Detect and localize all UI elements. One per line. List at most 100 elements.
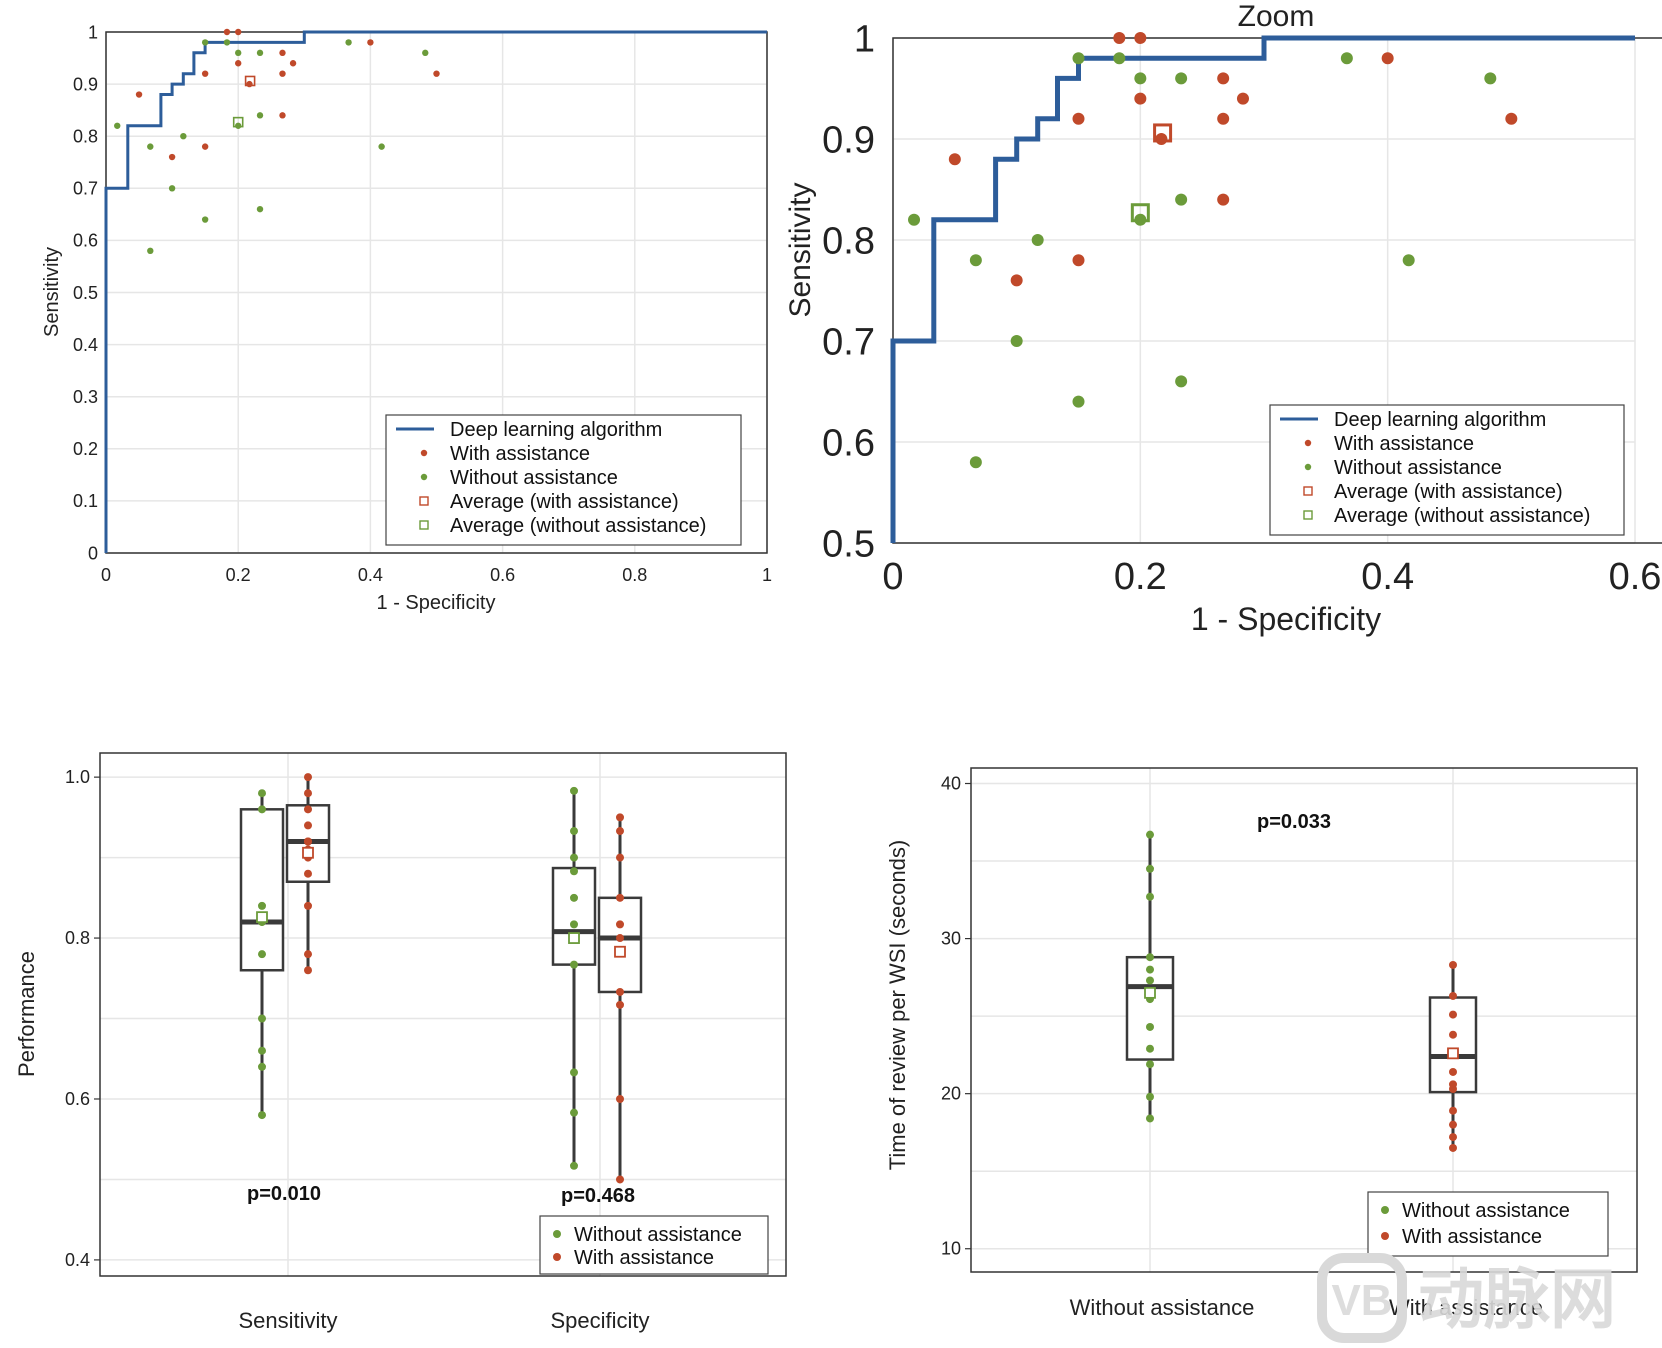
p2-without-point: [1072, 395, 1085, 408]
p1-without-point: [422, 49, 429, 57]
p3-with-point: [304, 950, 312, 959]
p2-ytick: 0.5: [822, 523, 875, 565]
p1-legend-label: Without assistance: [450, 467, 618, 489]
p1-without-point: [345, 39, 352, 46]
p1-legend-label: With assistance: [450, 443, 590, 465]
p1-with-point: [235, 28, 242, 36]
roc-full-ylabel: Sensitivity: [41, 247, 63, 337]
p1-ytick: 0.2: [73, 439, 98, 459]
p4-with-point: [1449, 1030, 1457, 1039]
p2-with-point: [1113, 32, 1126, 44]
p3-xtick: Sensitivity: [238, 1308, 337, 1333]
p2-legend-label: Deep learning algorithm: [1334, 409, 1546, 431]
p1-with-point: [168, 153, 176, 161]
p1-with-point: [235, 60, 242, 67]
p2-with-point: [1072, 112, 1085, 125]
p2-legend-box: [1269, 404, 1625, 536]
p2-ytick: 0.6: [822, 422, 875, 464]
p2-with-point: [948, 153, 961, 166]
p3-legend-box: [539, 1215, 769, 1275]
p3-with-point: [304, 789, 312, 798]
p2-xtick: 0.4: [1361, 556, 1414, 598]
watermark-logo-mark: VB: [1331, 1276, 1392, 1325]
p1-xtick: 1: [762, 565, 772, 585]
p4-xtick: With assistance: [1389, 1295, 1543, 1320]
p2-without-point: [1402, 254, 1415, 267]
p4-legend-box: [1367, 1191, 1609, 1257]
p1-without-point: [147, 143, 154, 150]
p2-without-point: [1175, 193, 1188, 206]
p1-ytick: 1: [88, 22, 98, 42]
p1-with-point: [135, 91, 143, 98]
p1-without-point: [147, 247, 154, 255]
p4-with-point: [1449, 1133, 1457, 1142]
p1-with-point: [367, 39, 374, 46]
roc-zoom-panel: 0 0.2 0.4 0.6 0.5 0.6 0.7 0.8 0.9 1 Zoom 1 - Spec…: [784, 0, 1662, 637]
p1-xtick: 0: [101, 565, 111, 585]
p4-without-point: [1146, 892, 1154, 901]
p1-without-point: [235, 49, 242, 57]
performance-ylabel: Performance: [14, 951, 39, 1077]
p2-with-point: [1236, 92, 1249, 105]
p2-with-point: [1217, 112, 1230, 125]
p1-avg-without-marker: [232, 116, 244, 128]
p2-without-point: [1031, 234, 1044, 246]
p4-mean-marker: [1447, 1047, 1459, 1060]
p3-without-point: [570, 1108, 578, 1117]
p4-legend-key: [1381, 1206, 1389, 1214]
performance-box-panel: 0.4 0.6 0.8 1.0 Sensitivity Specificity Perfo…: [14, 752, 787, 1333]
p4-without-point: [1146, 1044, 1154, 1053]
p2-legend-with-key: [1304, 439, 1312, 447]
p3-without-point: [570, 853, 578, 862]
p1-legend-without-key: [420, 473, 428, 481]
p3-box: [239, 808, 285, 972]
roc-full-algorithm-curve: [104, 30, 767, 553]
p3-with-point: [616, 920, 624, 929]
p3-ytick: 0.6: [65, 1089, 90, 1109]
p-value-time: p=0.033: [1257, 811, 1331, 833]
p3-with-point: [616, 1175, 624, 1184]
p2-without-point: [969, 456, 982, 469]
p4-xtick: Without assistance: [1070, 1295, 1255, 1320]
p4-with-point: [1449, 960, 1457, 969]
p2-with-point: [1505, 112, 1518, 125]
p4-ytick: 10: [941, 1239, 961, 1259]
p3-without-point: [258, 1062, 266, 1071]
p1-legend-label: Average (with assistance): [450, 491, 679, 513]
watermark: VB 动脉网: [1317, 1253, 1616, 1343]
p3-without-point: [258, 950, 266, 959]
p1-ytick: 0.9: [73, 74, 98, 94]
roc-full-xlabel: 1 - Specificity: [377, 592, 496, 614]
p1-xtick: 0.2: [226, 565, 251, 585]
p4-without-point: [1146, 830, 1154, 839]
p2-with-point: [1072, 254, 1085, 267]
p3-ytick: 1.0: [65, 767, 90, 787]
p3-with-point: [616, 827, 624, 836]
p1-with-point: [279, 112, 286, 119]
p3-without-point: [570, 893, 578, 902]
p3-without-point: [570, 920, 578, 929]
watermark-text: 动脉网: [1418, 1261, 1616, 1338]
p3-without-point: [258, 1014, 266, 1023]
p2-without-point: [1134, 72, 1147, 85]
p3-legend-label: Without assistance: [574, 1224, 742, 1246]
roc-full-panel: 0 0.2 0.4 0.6 0.8 1 0 0.1 0.2 0.3 0.4 0.5 0.6 0.7 0.8 0…: [41, 22, 772, 614]
p3-legend-key: [553, 1253, 561, 1261]
p3-with-point: [616, 987, 624, 996]
p3-with-point: [304, 821, 312, 830]
p1-with-point: [279, 70, 286, 77]
p4-without-point: [1146, 976, 1154, 985]
p1-avg-with-marker: [244, 75, 256, 87]
p2-ytick: 0.8: [822, 220, 875, 262]
p4-ytick: 40: [941, 774, 961, 794]
p2-without-point: [1340, 52, 1353, 65]
p1-legend-avg-with-key: [419, 496, 429, 506]
p1-legend-box: [385, 414, 742, 546]
p3-box: [597, 896, 643, 994]
p2-without-point: [1113, 52, 1126, 65]
p2-with-point: [1381, 52, 1394, 65]
p3-with-point: [304, 773, 312, 782]
p1-ytick: 0.7: [73, 179, 98, 199]
